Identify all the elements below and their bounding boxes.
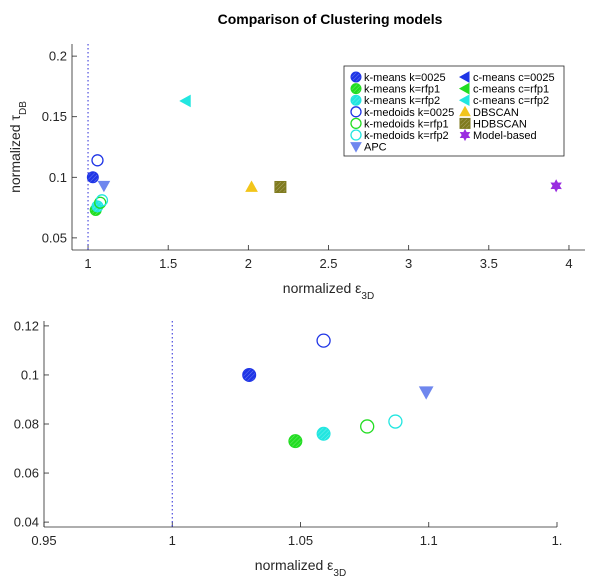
marker-dbscan [459, 105, 471, 117]
legend-item-hdbscan: HDBSCAN [459, 117, 527, 130]
legend-item-k-means-k-rfp2: k-means k=rfp2 [350, 94, 440, 107]
legend-item-c-means-c-0025: c-means c=0025 [458, 71, 555, 84]
legend-label: DBSCAN [473, 107, 519, 119]
marker-k-means-k-rfp1 [288, 434, 303, 449]
legend-box [343, 65, 565, 157]
plot-area [44, 321, 557, 527]
x-tick-label: 3 [405, 256, 412, 271]
marker-k-medoids-k-rfp2 [95, 194, 109, 207]
chart-title: Comparison of Clustering models [218, 11, 443, 27]
top-scatter-plot: 1 1.5 2 2.5 3 3.5 4 0.05 0.1 0.15 0.2 normalized ε3… [7, 44, 585, 302]
x-tick-label: 1.5 [159, 256, 177, 271]
x-tick-label: 1.1 [420, 533, 438, 548]
marker-apc [350, 142, 362, 153]
marker-apc [97, 180, 111, 193]
marker-c-means-c-0025 [458, 71, 470, 83]
marker-c-means-c-rfp2 [179, 94, 191, 108]
marker-k-means-k-0025 [242, 367, 257, 382]
marker-k-medoids-k-0025 [350, 106, 362, 118]
y-axis-label: normalized τDB [7, 101, 29, 193]
legend-label: k-medoids k=rfp2 [364, 130, 449, 142]
legend-label: k-means k=0025 [364, 72, 446, 84]
legend-label: k-medoids k=rfp1 [364, 118, 449, 130]
y-tick-label: 0.05 [42, 230, 67, 245]
legend-item-k-means-k-rfp1: k-means k=rfp1 [350, 83, 440, 96]
legend-label: c-means c=rfp2 [473, 95, 549, 107]
marker-c-means-c-rfp1 [458, 82, 470, 95]
x-axis-label: normalized ε3D [255, 557, 346, 579]
legend-label: HDBSCAN [473, 118, 527, 130]
y-axis-label: normalized τDB [0, 378, 1, 470]
marker-k-medoids-k-0025 [316, 333, 331, 348]
legend-item-dbscan: DBSCAN [459, 105, 519, 119]
marker-c-means-c-rfp2 [458, 94, 470, 107]
marker-k-medoids-k-rfp1 [94, 196, 107, 209]
legend-item-k-means-k-0025: k-means k=0025 [350, 71, 446, 84]
marker-model-based [550, 179, 562, 193]
legend-label: k-medoids k=0025 [364, 107, 454, 119]
y-tick-label: 0.08 [14, 417, 39, 432]
x-tick-label: 1 [169, 533, 176, 548]
x-tick-label: 4 [565, 256, 572, 271]
x-tick-label: 1 [84, 256, 91, 271]
marker-k-medoids-k-rfp1 [360, 419, 375, 434]
y-tick-label: 0.06 [14, 466, 39, 481]
legend-label: Model-based [473, 130, 537, 142]
x-tick-label: 1. [552, 533, 563, 548]
legend-item-k-medoids-k-rfp1: k-medoids k=rfp1 [350, 117, 449, 130]
marker-k-medoids-k-rfp2 [388, 414, 403, 429]
marker-k-medoids-k-rfp1 [350, 117, 362, 130]
marker-k-medoids-k-0025 [91, 154, 104, 167]
marker-hdbscan [274, 180, 287, 193]
x-tick-label: 2 [245, 256, 252, 271]
legend-item-c-means-c-rfp1: c-means c=rfp1 [458, 82, 549, 96]
y-tick-label: 0.2 [49, 49, 67, 64]
x-tick-label: 3.5 [480, 256, 498, 271]
legend-label: k-means k=rfp1 [364, 84, 440, 96]
x-tick-label: 2.5 [319, 256, 337, 271]
y-tick-label: 0.12 [14, 318, 39, 333]
bottom-zoom-scatter-plot: 0.95 1 1.05 1.1 1. 0.04 0.06 0.08 0.1 0.12 normali… [0, 318, 562, 578]
x-tick-label: 1.05 [288, 533, 313, 548]
marker-k-medoids-k-rfp2 [350, 129, 362, 141]
legend-label: c-means c=rfp1 [473, 84, 549, 96]
marker-apc [418, 386, 434, 400]
x-axis-label: normalized ε3D [283, 280, 374, 302]
legend-item-model-based: Model-based [459, 128, 537, 142]
marker-model-based [459, 128, 471, 142]
y-tick-label: 0.1 [21, 367, 39, 382]
legend-item-k-medoids-k-rfp2: k-medoids k=rfp2 [350, 129, 449, 142]
legend-label: APC [364, 142, 387, 154]
marker-hdbscan [459, 117, 471, 129]
y-tick-label: 0.04 [14, 515, 39, 530]
marker-k-means-k-rfp2 [350, 94, 362, 106]
marker-k-means-k-rfp1 [350, 83, 362, 95]
x-tick-label: 0.95 [31, 533, 56, 548]
y-tick-label: 0.1 [49, 170, 67, 185]
marker-dbscan [245, 180, 258, 192]
y-tick-label: 0.15 [42, 109, 67, 124]
legend-item-k-medoids-k-0025: k-medoids k=0025 [350, 106, 454, 119]
marker-k-means-k-rfp2 [316, 426, 331, 441]
legend-label: k-means k=rfp2 [364, 95, 440, 107]
legend-label: c-means c=0025 [473, 72, 555, 84]
legend-item-apc: APC [350, 142, 387, 154]
legend-item-c-means-c-rfp2: c-means c=rfp2 [458, 94, 549, 107]
marker-k-means-k-0025 [86, 171, 99, 184]
marker-k-means-k-0025 [350, 71, 362, 83]
